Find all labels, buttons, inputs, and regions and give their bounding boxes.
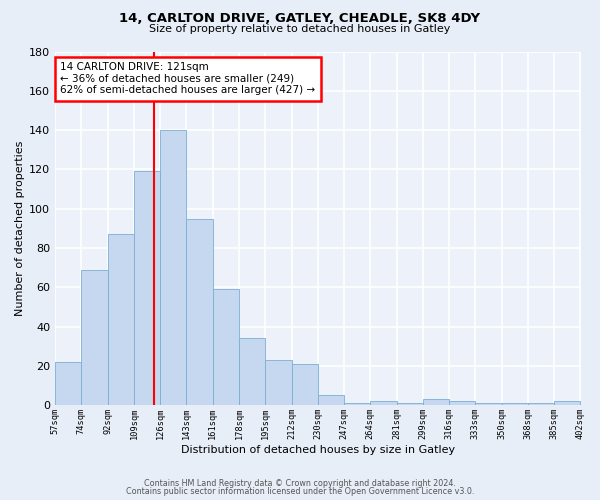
Bar — [397, 403, 423, 405]
Bar — [55, 362, 82, 405]
Bar — [449, 401, 475, 405]
Bar — [423, 400, 449, 405]
Bar — [107, 234, 134, 405]
Text: Contains HM Land Registry data © Crown copyright and database right 2024.: Contains HM Land Registry data © Crown c… — [144, 478, 456, 488]
Bar — [370, 401, 397, 405]
Bar — [82, 270, 107, 405]
Bar — [187, 218, 213, 405]
Bar — [502, 403, 528, 405]
Bar — [213, 289, 239, 405]
Text: 14 CARLTON DRIVE: 121sqm
← 36% of detached houses are smaller (249)
62% of semi-: 14 CARLTON DRIVE: 121sqm ← 36% of detach… — [61, 62, 316, 96]
Bar — [344, 403, 370, 405]
Bar — [554, 401, 580, 405]
Bar — [265, 360, 292, 405]
X-axis label: Distribution of detached houses by size in Gatley: Distribution of detached houses by size … — [181, 445, 455, 455]
Bar — [528, 403, 554, 405]
Bar — [160, 130, 187, 405]
Bar — [475, 403, 502, 405]
Text: Size of property relative to detached houses in Gatley: Size of property relative to detached ho… — [149, 24, 451, 34]
Text: 14, CARLTON DRIVE, GATLEY, CHEADLE, SK8 4DY: 14, CARLTON DRIVE, GATLEY, CHEADLE, SK8 … — [119, 12, 481, 26]
Bar — [318, 396, 344, 405]
Bar — [292, 364, 318, 405]
Bar — [239, 338, 265, 405]
Text: Contains public sector information licensed under the Open Government Licence v3: Contains public sector information licen… — [126, 487, 474, 496]
Y-axis label: Number of detached properties: Number of detached properties — [15, 140, 25, 316]
Bar — [134, 172, 160, 405]
